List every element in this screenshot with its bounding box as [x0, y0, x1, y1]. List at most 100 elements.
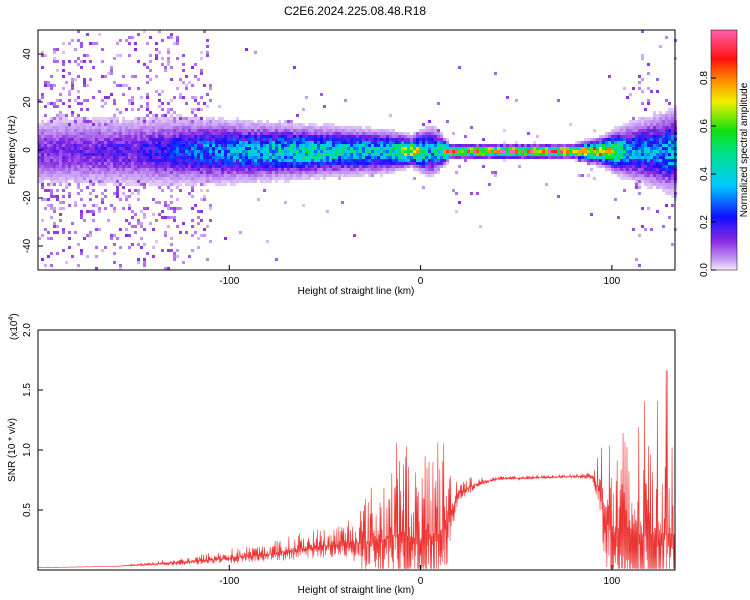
- spectrogram-cell: [323, 150, 326, 153]
- spectrogram-cell: [425, 138, 428, 141]
- spectrogram-cell: [101, 105, 104, 108]
- spectrogram-cell: [74, 117, 77, 120]
- spectrogram-cell: [50, 168, 53, 171]
- spectrogram-cell: [74, 168, 77, 171]
- spectrogram-cell: [590, 150, 593, 153]
- spectrogram-cell: [671, 108, 674, 111]
- spectrogram-cell: [251, 144, 254, 147]
- spectrogram-cell: [176, 162, 179, 165]
- spectrogram-cell: [218, 156, 221, 159]
- spectrogram-cell: [170, 36, 173, 39]
- spectrogram-cell: [347, 132, 350, 135]
- spectrogram-cell: [389, 135, 392, 138]
- spectrogram-cell: [191, 168, 194, 171]
- spectrogram-cell: [344, 141, 347, 144]
- spectrogram-cell: [248, 174, 251, 177]
- spectrogram-cell: [86, 147, 89, 150]
- spectrogram-cell: [623, 132, 626, 135]
- spectrogram-cell: [248, 180, 251, 183]
- spectrogram-cell: [203, 120, 206, 123]
- snr-xtick-label: -100: [219, 576, 239, 587]
- spectrogram-cell: [272, 168, 275, 171]
- spectrogram-cell: [458, 165, 461, 168]
- spectrogram-cell: [71, 168, 74, 171]
- spectrogram-cell: [158, 213, 161, 216]
- spectrogram-cell: [194, 117, 197, 120]
- spectrogram-cell: [80, 117, 83, 120]
- spectrogram-cell: [641, 174, 644, 177]
- spectrogram-cell: [389, 156, 392, 159]
- spectrogram-cell: [617, 216, 620, 219]
- spectrogram-cell: [269, 144, 272, 147]
- spectrogram-cell: [626, 177, 629, 180]
- spectrogram-cell: [62, 231, 65, 234]
- spectrogram-cell: [284, 165, 287, 168]
- spectrogram-cell: [86, 132, 89, 135]
- spectrogram-cell: [104, 120, 107, 123]
- spectrogram-cell: [50, 204, 53, 207]
- spectrogram-cell: [200, 171, 203, 174]
- spectrogram-cell: [413, 144, 416, 147]
- spectrogram-cell: [293, 171, 296, 174]
- spectrogram-cell: [623, 141, 626, 144]
- spectrogram-cell: [251, 129, 254, 132]
- spectrogram-cell: [167, 129, 170, 132]
- spectrogram-cell: [59, 120, 62, 123]
- spectrogram-cell: [254, 153, 257, 156]
- spectrogram-cell: [485, 144, 488, 147]
- spectrogram-cell: [245, 48, 248, 51]
- spectrogram-cell: [89, 162, 92, 165]
- spectrogram-cell: [71, 174, 74, 177]
- spectrogram-cell: [92, 144, 95, 147]
- spectrogram-cell: [41, 150, 44, 153]
- spectrogram-cell: [53, 126, 56, 129]
- spectrogram-cell: [227, 147, 230, 150]
- spectrogram-cell: [422, 144, 425, 147]
- spectrogram-cell: [167, 102, 170, 105]
- spectrogram-cell: [77, 153, 80, 156]
- spectrogram-cell: [296, 153, 299, 156]
- spectrogram-cell: [44, 171, 47, 174]
- spectrogram-cell: [281, 159, 284, 162]
- spectrogram-cell: [170, 120, 173, 123]
- spectrogram-cell: [209, 171, 212, 174]
- spectrogram-cell: [647, 207, 650, 210]
- spectrogram-cell: [659, 174, 662, 177]
- spectrogram-cell: [71, 114, 74, 117]
- spectrogram-cell: [41, 180, 44, 183]
- spectrogram-cell: [281, 156, 284, 159]
- spectrogram-cell: [194, 63, 197, 66]
- spectrogram-cell: [455, 171, 458, 174]
- spectrogram-cell: [647, 129, 650, 132]
- spectrogram-cell: [539, 147, 542, 150]
- spectrogram-cell: [287, 180, 290, 183]
- spectrogram-cell: [185, 150, 188, 153]
- spectrogram-cell: [233, 150, 236, 153]
- spectrogram-cell: [215, 153, 218, 156]
- spectrogram-cell: [119, 264, 122, 267]
- spectrogram-cell: [623, 153, 626, 156]
- spectrogram-cell: [110, 69, 113, 72]
- spectrogram-cell: [326, 159, 329, 162]
- spectrogram-cell: [53, 84, 56, 87]
- spectrogram-cell: [215, 144, 218, 147]
- spectrogram-cell: [200, 132, 203, 135]
- spectrogram-cell: [272, 162, 275, 165]
- spectrogram-cell: [164, 153, 167, 156]
- spectrogram-cell: [584, 141, 587, 144]
- spectrogram-cell: [614, 147, 617, 150]
- spectrogram-cell: [650, 90, 653, 93]
- spectrogram-cell: [668, 153, 671, 156]
- spectrogram-cell: [428, 150, 431, 153]
- spectrogram-cell: [182, 126, 185, 129]
- spectrogram-cell: [425, 129, 428, 132]
- spectrogram-cell: [128, 54, 131, 57]
- spectrogram-cell: [128, 174, 131, 177]
- spectrogram-cell: [413, 135, 416, 138]
- spectrogram-cell: [68, 123, 71, 126]
- spectrogram-cell: [407, 165, 410, 168]
- spectrogram-cell: [326, 168, 329, 171]
- spectrogram-cell: [182, 123, 185, 126]
- spectrogram-cell: [131, 75, 134, 78]
- spectrogram-cell: [47, 84, 50, 87]
